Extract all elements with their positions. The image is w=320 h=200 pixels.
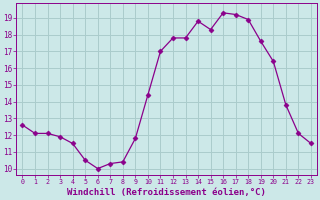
X-axis label: Windchill (Refroidissement éolien,°C): Windchill (Refroidissement éolien,°C): [67, 188, 266, 197]
